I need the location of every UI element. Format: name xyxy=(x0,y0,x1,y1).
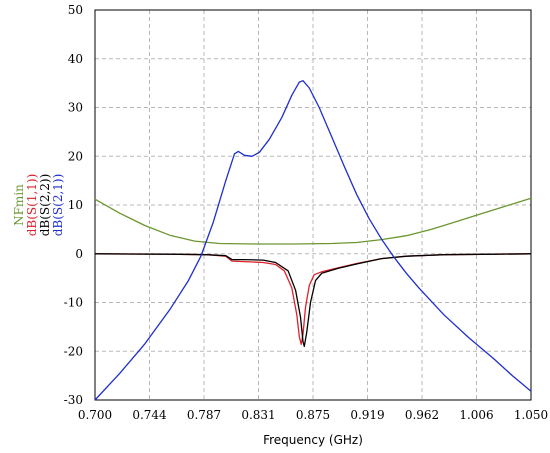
legend: NFmin dB(S(1,1)) dB(S(2,2)) dB(S(2,1)) xyxy=(12,174,65,237)
y-tick-label: 20 xyxy=(68,149,83,163)
y-tick-label: 30 xyxy=(68,101,83,115)
plot-area xyxy=(94,9,532,401)
x-tick-label: 0.700 xyxy=(78,408,112,422)
grid xyxy=(95,10,531,400)
x-tick-label: 1.050 xyxy=(514,408,548,422)
series-line-3 xyxy=(94,253,532,348)
y-tick-label: 0 xyxy=(75,247,83,261)
x-tick-label: 0.962 xyxy=(405,408,439,422)
y-tick-label: 40 xyxy=(68,52,83,66)
x-axis-label: Frequency (GHz) xyxy=(263,433,363,447)
x-tick-label: 0.831 xyxy=(241,408,275,422)
y-tick-label: 50 xyxy=(68,3,83,17)
y-tick-label: -20 xyxy=(64,344,83,358)
series-line-4 xyxy=(94,80,532,401)
x-tick-label: 0.787 xyxy=(187,408,221,422)
y-tick-label: 10 xyxy=(68,198,83,212)
x-tick-label: 1.006 xyxy=(459,408,493,422)
series-line-1 xyxy=(94,197,532,245)
x-tick-label: 0.744 xyxy=(132,408,167,422)
x-tick-label: 0.875 xyxy=(296,408,330,422)
y-tick-labels: -30 -20 -10 0 10 20 30 40 50 xyxy=(64,3,83,407)
legend-entry: NFmin xyxy=(12,184,26,226)
y-tick-label: -10 xyxy=(64,296,83,310)
series-layer xyxy=(94,80,532,401)
legend-entry: dB(S(2,1)) xyxy=(51,174,65,237)
legend-entry: dB(S(1,1)) xyxy=(25,174,39,237)
x-tick-label: 0.919 xyxy=(350,408,384,422)
x-tick-labels: 0.700 0.744 0.787 0.831 0.875 0.919 0.962 1.006… xyxy=(78,408,548,422)
legend-entry: dB(S(2,2)) xyxy=(38,174,52,237)
y-tick-label: -30 xyxy=(64,393,83,407)
